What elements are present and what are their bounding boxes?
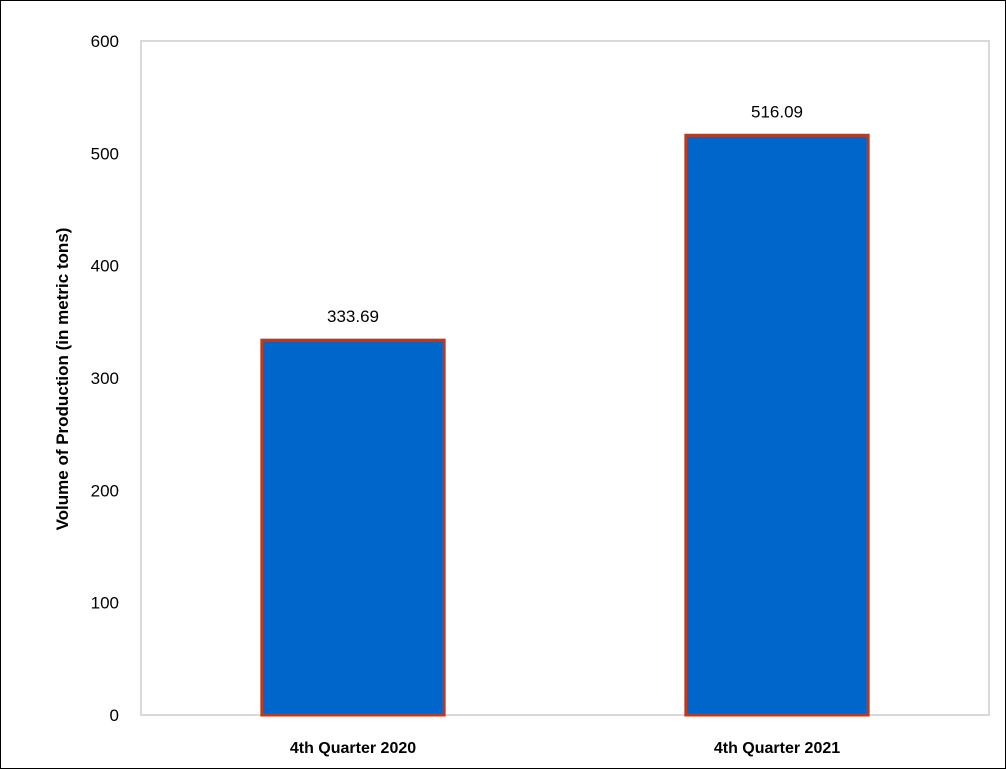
data-label: 333.69 <box>327 307 379 326</box>
y-tick-label: 500 <box>91 144 119 163</box>
x-category-label: 4th Quarter 2020 <box>290 740 416 757</box>
bar <box>684 133 870 717</box>
y-tick-label: 400 <box>91 257 119 276</box>
y-tick-label: 0 <box>110 706 119 725</box>
y-tick-label: 600 <box>91 32 119 51</box>
y-tick-label: 300 <box>91 369 119 388</box>
y-tick-label: 200 <box>91 481 119 500</box>
x-category-label: 4th Quarter 2021 <box>714 740 840 757</box>
bar <box>260 338 446 717</box>
data-label: 516.09 <box>751 102 803 121</box>
y-tick-label: 100 <box>91 594 119 613</box>
y-axis-title: Volume of Production (in metric tons) <box>53 228 72 531</box>
